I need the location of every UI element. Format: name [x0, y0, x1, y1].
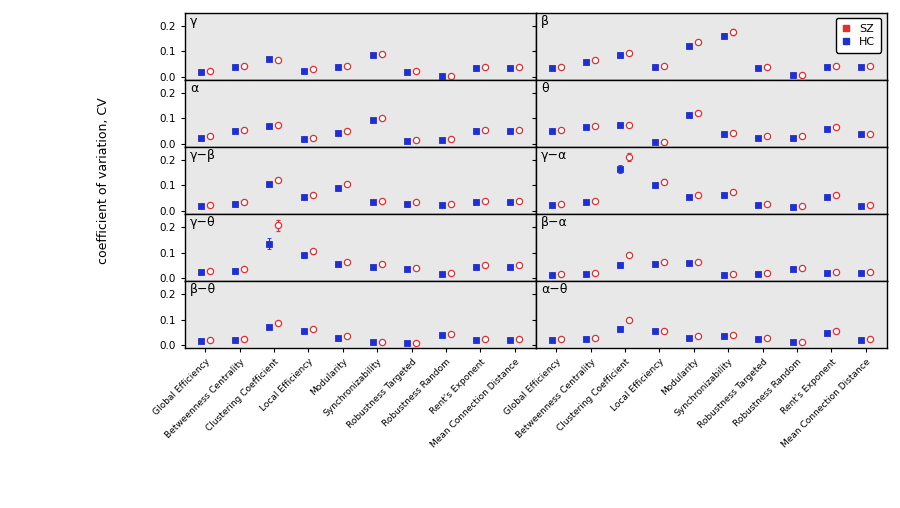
- Text: coefficient of variation, CV: coefficient of variation, CV: [97, 97, 110, 264]
- Text: γ: γ: [190, 15, 197, 28]
- Text: β−θ: β−θ: [190, 283, 216, 296]
- Legend: SZ, HC: SZ, HC: [836, 18, 881, 53]
- Text: γ−α: γ−α: [541, 149, 567, 162]
- Text: γ−β: γ−β: [190, 149, 216, 162]
- Text: β: β: [541, 15, 549, 28]
- Text: β−α: β−α: [541, 216, 568, 229]
- Text: α: α: [190, 82, 198, 95]
- Text: θ: θ: [541, 82, 548, 95]
- Text: γ−θ: γ−θ: [190, 216, 215, 229]
- Text: α−θ: α−θ: [541, 283, 567, 296]
